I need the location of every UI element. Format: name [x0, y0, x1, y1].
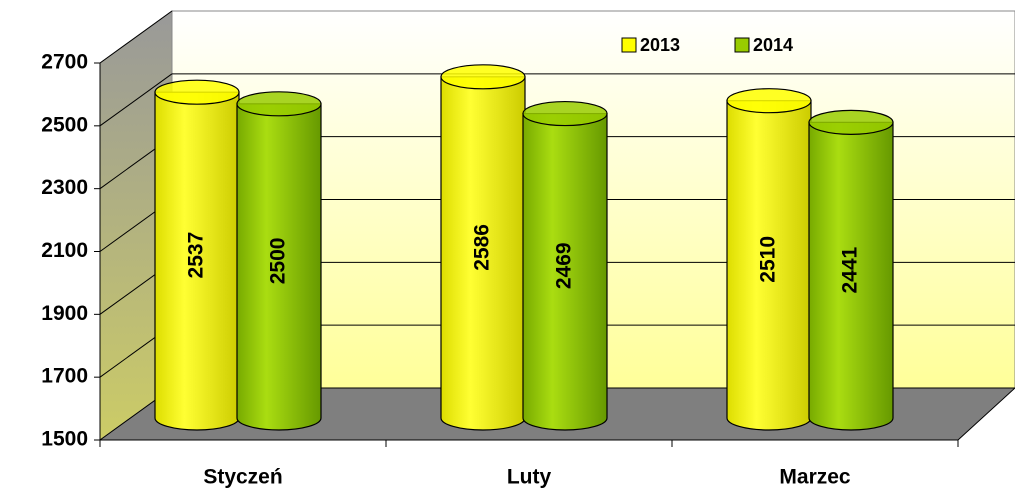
- value-label: 2510: [757, 236, 780, 283]
- y-tick-label: 1500: [41, 428, 88, 451]
- cylinder-top: [522, 100, 608, 127]
- cylinder-top: [440, 64, 526, 90]
- legend-swatch: [621, 37, 637, 53]
- value-label: 2441: [839, 247, 862, 294]
- y-tick-label: 2300: [41, 176, 88, 199]
- x-tick-label: Marzec: [779, 466, 851, 489]
- cylinder: [522, 100, 608, 431]
- grid-line: [99, 10, 173, 64]
- grid-line: [99, 73, 173, 127]
- x-tick-label: Luty: [507, 466, 552, 489]
- value-label: 2537: [185, 232, 208, 279]
- cylinder: [808, 109, 894, 431]
- cylinder-body: [808, 121, 894, 431]
- cylinder: [726, 88, 812, 431]
- cylinder-top: [726, 88, 812, 114]
- legend-swatch: [734, 37, 750, 53]
- cylinder: [236, 91, 322, 431]
- cylinder-top: [236, 91, 322, 117]
- value-label: 2586: [471, 224, 494, 271]
- y-tick-label: 1700: [41, 365, 88, 388]
- y-tick-label: 2500: [41, 113, 88, 136]
- y-tick-label: 2100: [41, 239, 88, 262]
- cylinder-body: [522, 112, 608, 431]
- value-label: 2500: [267, 238, 290, 285]
- legend-label: 2014: [753, 35, 793, 55]
- y-tick-label: 2700: [41, 51, 88, 74]
- cylinder-top: [808, 109, 894, 135]
- cylinder: [440, 64, 526, 431]
- value-label: 2469: [553, 242, 576, 289]
- legend-label: 2013: [640, 35, 680, 55]
- cylinder-body: [236, 103, 322, 431]
- x-tick-label: Styczeń: [203, 466, 282, 489]
- cylinder: [154, 79, 240, 431]
- y-tick-label: 1900: [41, 302, 88, 325]
- cylinder-top: [154, 79, 240, 105]
